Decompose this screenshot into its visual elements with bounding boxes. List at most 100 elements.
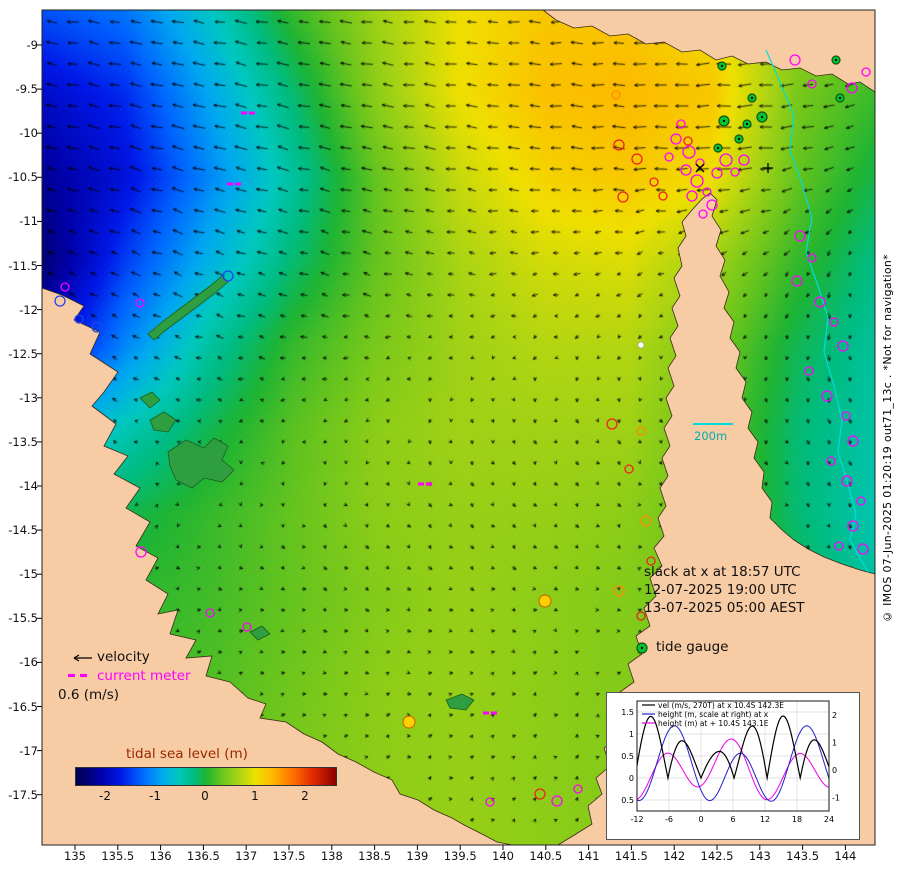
current-meter-marker xyxy=(680,164,692,176)
current-meter-marker xyxy=(485,797,495,807)
lat-tick-label: -16.5 xyxy=(8,699,38,714)
lon-tick-label: 143.5 xyxy=(786,849,820,863)
lon-tick-label: 137 xyxy=(235,849,258,863)
slack-annotation-block: slack at x at 18:57 UTC 12-07-2025 19:00… xyxy=(644,563,805,617)
current-meter-dash xyxy=(249,111,255,115)
depth-contour-label: 200m xyxy=(694,429,728,443)
lon-tick-label: 139.5 xyxy=(443,849,477,863)
lat-tick-label: -14 xyxy=(19,479,38,493)
station-marker-red xyxy=(649,177,659,187)
land-papua-new-guinea-coast xyxy=(541,9,876,93)
current-meter-marker xyxy=(205,608,215,618)
current-meter-marker xyxy=(664,152,674,162)
depth-contour-200m xyxy=(765,49,869,573)
tide-gauge-marker-dot xyxy=(745,122,749,126)
current-meter-marker xyxy=(711,167,723,179)
lat-tick-label: -9 xyxy=(26,38,38,52)
lat-tick-label: -15.5 xyxy=(8,611,38,626)
current-meter-label: current meter xyxy=(97,668,191,684)
current-meter-marker xyxy=(846,82,858,94)
current-meter-marker xyxy=(856,496,866,506)
tide-gauge-label: tide gauge xyxy=(656,639,729,655)
island-groote-eylandt xyxy=(167,437,235,489)
lat-tick-label: -9.5 xyxy=(15,82,38,97)
lat-tick-label: -10.5 xyxy=(8,170,38,185)
current-meter-marker xyxy=(834,541,844,551)
current-meter-marker xyxy=(857,543,869,555)
lon-tick-label: 136 xyxy=(149,849,172,863)
lat-tick-label: -13.5 xyxy=(8,434,38,449)
inset-chart-canvas xyxy=(606,692,860,840)
lat-tick-label: -12 xyxy=(19,302,38,317)
current-meter-legend-dash xyxy=(80,674,87,677)
current-meter-marker xyxy=(676,119,686,129)
station-marker-orange xyxy=(613,585,625,597)
colorbar-title: tidal sea level (m) xyxy=(126,746,248,762)
lon-tick-label: 140 xyxy=(492,849,514,863)
station-marker-red xyxy=(646,556,656,566)
watermark-text: © IMOS 07-Jun-2025 01:20:19 out71_13c . … xyxy=(880,254,894,624)
current-meter-marker xyxy=(821,390,833,402)
colorbar-tick-label: -1 xyxy=(149,789,161,803)
current-meter-marker xyxy=(690,174,704,188)
station-marker-red xyxy=(631,153,643,165)
current-meter-marker xyxy=(686,190,698,202)
current-meter-marker xyxy=(791,275,803,287)
lon-tick-label: 144 xyxy=(834,849,857,863)
land-arnhem-land-coast xyxy=(41,287,513,846)
island-mornington-island xyxy=(445,693,475,711)
current-meter-marker xyxy=(814,296,826,308)
lon-tick-label: 137.5 xyxy=(272,849,306,863)
station-marker-red xyxy=(636,611,646,621)
lon-tick-label: 135.5 xyxy=(101,849,135,863)
current-meter-marker xyxy=(695,158,705,168)
station-marker-blue xyxy=(91,321,103,333)
island-wessel-islands xyxy=(147,275,229,341)
velocity-legend-arrow xyxy=(73,654,80,659)
current-meter-marker xyxy=(706,199,718,211)
slack-time-line: slack at x at 18:57 UTC xyxy=(644,564,801,580)
lon-tick-label: 142 xyxy=(663,849,686,863)
current-meter-marker xyxy=(807,253,817,263)
lat-tick-label: -17 xyxy=(19,743,38,758)
utc-time-line: 12-07-2025 19:00 UTC xyxy=(644,582,797,598)
station-marker-blue xyxy=(222,270,234,282)
current-meter-dash xyxy=(241,111,247,115)
current-meter-marker xyxy=(807,79,817,89)
station-marker-blue xyxy=(74,314,84,324)
tide-gauge-marker-dot xyxy=(722,119,726,123)
island-groote-north-islet xyxy=(149,411,177,433)
lat-tick-label: -11.5 xyxy=(8,258,38,273)
tide-gauge-marker-dot xyxy=(834,58,838,62)
colorbar-tick-label: -2 xyxy=(99,789,111,803)
current-meter-marker xyxy=(841,411,851,421)
lat-tick-label: -13 xyxy=(19,390,38,405)
current-meter-marker xyxy=(789,54,801,66)
white-marker xyxy=(637,341,645,349)
station-marker-red xyxy=(613,139,625,151)
station-marker-red xyxy=(658,191,668,201)
current-meter-marker xyxy=(719,153,733,167)
current-meter-legend-dash xyxy=(68,674,75,677)
velocity-legend-arrow xyxy=(73,657,80,662)
station-marker-red xyxy=(534,788,546,800)
lat-tick-label: -11 xyxy=(19,214,38,229)
colorbar-tick-label: 1 xyxy=(251,789,259,803)
tide-gauge-marker-dot xyxy=(838,96,842,100)
current-meter-marker xyxy=(60,282,70,292)
current-meter-marker xyxy=(841,475,853,487)
tide-gauge-legend-marker-dot xyxy=(640,646,644,650)
current-meter-marker xyxy=(847,520,859,532)
current-meter-marker xyxy=(573,784,583,794)
lon-tick-label: 135 xyxy=(64,849,86,863)
current-meter-dash xyxy=(227,182,233,186)
lat-tick-label: -14.5 xyxy=(8,523,38,538)
island-bickerton-island xyxy=(139,391,161,409)
station-marker-red xyxy=(683,136,693,146)
current-meter-marker xyxy=(804,366,814,376)
lon-tick-label: 141.5 xyxy=(614,849,648,863)
station-marker-orange xyxy=(640,515,652,527)
watermark-container: © IMOS 07-Jun-2025 01:20:19 out71_13c . … xyxy=(876,0,898,878)
lat-tick-label: -10 xyxy=(19,126,38,141)
